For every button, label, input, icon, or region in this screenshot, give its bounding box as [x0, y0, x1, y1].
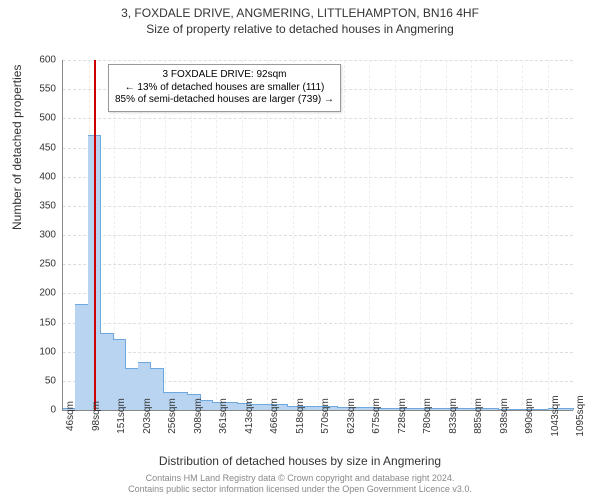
grid-line-v [216, 60, 217, 410]
grid-line-v [242, 60, 243, 410]
title-address: 3, FOXDALE DRIVE, ANGMERING, LITTLEHAMPT… [0, 0, 600, 20]
x-tick: 308sqm [193, 398, 204, 434]
grid-line-v [497, 60, 498, 410]
x-tick: 413sqm [244, 398, 255, 434]
x-tick: 623sqm [346, 398, 357, 434]
x-tick: 885sqm [473, 398, 484, 434]
grid-line-v [318, 60, 319, 410]
histogram-bar [561, 408, 574, 410]
x-tick: 151sqm [116, 398, 127, 434]
grid-line-v [293, 60, 294, 410]
x-tick: 1095sqm [575, 395, 586, 436]
grid-line-v [344, 60, 345, 410]
grid-line-v [522, 60, 523, 410]
x-tick: 728sqm [397, 398, 408, 434]
y-tick: 600 [16, 55, 56, 66]
grid-line-v [165, 60, 166, 410]
tooltip-line-3: 85% of semi-detached houses are larger (… [115, 94, 334, 107]
histogram-bar [100, 333, 113, 410]
histogram-bar [486, 408, 499, 410]
x-tick: 675sqm [371, 398, 382, 434]
histogram-bar [511, 409, 524, 410]
x-tick: 518sqm [295, 398, 306, 434]
grid-line-v [446, 60, 447, 410]
x-tick: 98sqm [91, 401, 102, 431]
y-tick: 200 [16, 288, 56, 299]
chart-container: 3, FOXDALE DRIVE, ANGMERING, LITTLEHAMPT… [0, 0, 600, 500]
tooltip-line-2: ← 13% of detached houses are smaller (11… [115, 82, 334, 95]
tooltip-line-1: 3 FOXDALE DRIVE: 92sqm [115, 69, 334, 82]
grid-line-v [420, 60, 421, 410]
plot-area: 3 FOXDALE DRIVE: 92sqm ← 13% of detached… [62, 60, 573, 411]
y-tick: 450 [16, 142, 56, 153]
grid-line-v [395, 60, 396, 410]
x-tick: 833sqm [448, 398, 459, 434]
property-marker-line [94, 60, 96, 410]
x-tick: 256sqm [167, 398, 178, 434]
y-tick: 500 [16, 113, 56, 124]
grid-line-v [369, 60, 370, 410]
footer-attribution: Contains HM Land Registry data © Crown c… [0, 473, 600, 496]
y-tick: 0 [16, 405, 56, 416]
x-tick: 570sqm [320, 398, 331, 434]
grid-line-v [191, 60, 192, 410]
grid-line-v [140, 60, 141, 410]
x-tick: 203sqm [142, 398, 153, 434]
y-tick: 350 [16, 200, 56, 211]
property-tooltip: 3 FOXDALE DRIVE: 92sqm ← 13% of detached… [108, 64, 341, 112]
y-tick: 550 [16, 84, 56, 95]
y-tick: 250 [16, 259, 56, 270]
grid-line-v [548, 60, 549, 410]
x-tick: 938sqm [499, 398, 510, 434]
y-tick: 400 [16, 171, 56, 182]
x-tick: 46sqm [65, 401, 76, 431]
y-tick: 300 [16, 230, 56, 241]
x-axis-label: Distribution of detached houses by size … [0, 454, 600, 468]
histogram-bar [125, 368, 138, 410]
x-tick: 1043sqm [550, 395, 561, 436]
x-tick: 466sqm [269, 398, 280, 434]
footer-line-1: Contains HM Land Registry data © Crown c… [0, 473, 600, 485]
grid-line-v [267, 60, 268, 410]
footer-line-2: Contains public sector information licen… [0, 484, 600, 496]
title-subtitle: Size of property relative to detached ho… [0, 20, 600, 36]
y-tick: 100 [16, 346, 56, 357]
histogram-bar [536, 409, 549, 410]
y-tick: 150 [16, 317, 56, 328]
x-tick: 990sqm [524, 398, 535, 434]
y-tick: 50 [16, 375, 56, 386]
histogram-bar [75, 304, 88, 410]
x-tick: 361sqm [218, 398, 229, 434]
grid-line-v [471, 60, 472, 410]
x-tick: 780sqm [422, 398, 433, 434]
